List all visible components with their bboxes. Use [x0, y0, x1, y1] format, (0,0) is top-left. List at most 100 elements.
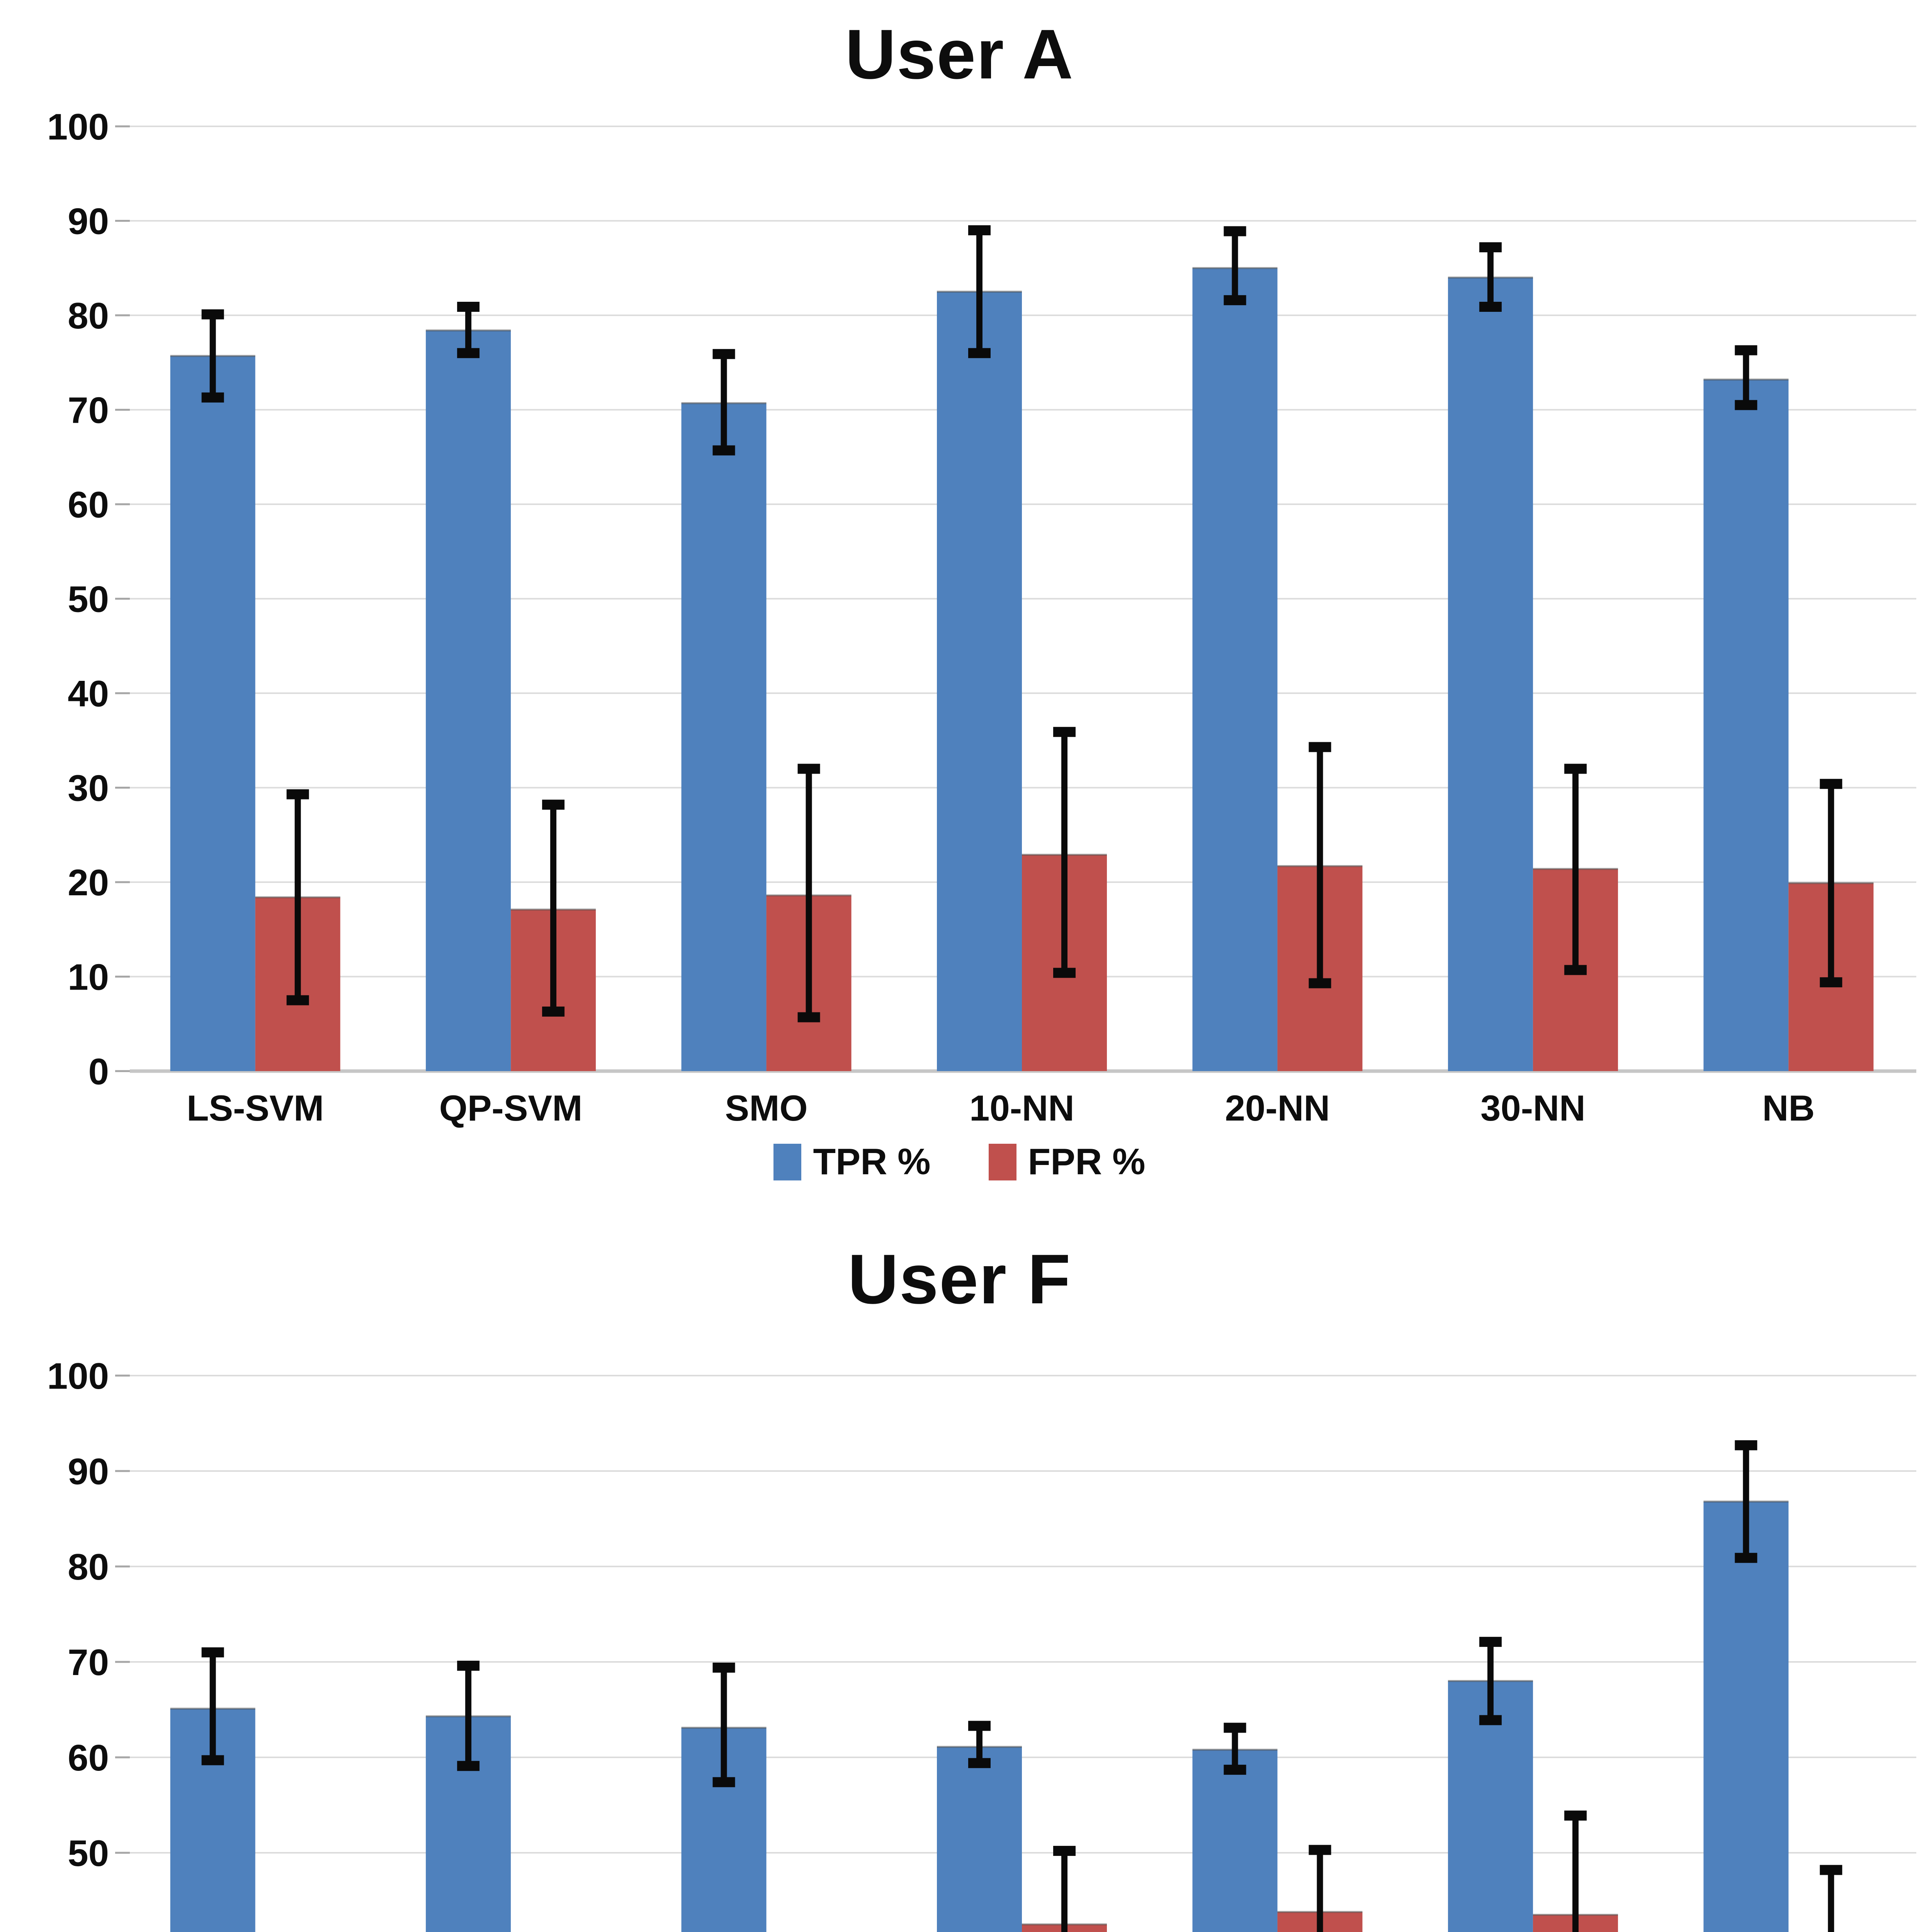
category-label-LS-SVM: LS-SVM	[187, 1088, 324, 1128]
error-bar-cap	[1479, 1715, 1502, 1725]
y-tick-label: 30	[68, 768, 109, 809]
error-bar-cap	[1479, 242, 1502, 252]
chart-title-user-f: User F	[848, 1240, 1071, 1318]
error-bar-cap	[1053, 727, 1076, 737]
category-label-30-NN: 30-NN	[1480, 1088, 1586, 1128]
category-label-QP-SVM: QP-SVM	[439, 1088, 583, 1128]
error-bar-cap	[712, 349, 735, 359]
bar-tpr-NB	[1703, 379, 1789, 1071]
y-tick-label: 10	[68, 957, 109, 998]
bars	[170, 267, 1874, 1071]
category-label-NB: NB	[1762, 1088, 1815, 1128]
chart-plot-user-a: 0 10 20 30 40 50 60 70 80 90 100 LS-SVM QP-SVM SMO 10-…	[47, 106, 1916, 1128]
error-bar-cap	[1735, 400, 1758, 410]
error-bar-cap	[201, 309, 224, 320]
error-bar-cap	[968, 225, 991, 235]
error-bar-cap	[1224, 1765, 1246, 1775]
error-bar-cap	[1735, 1440, 1758, 1451]
y-tick-label: 50	[68, 579, 109, 620]
error-bar-cap	[1735, 345, 1758, 355]
y-tick-label: 40	[68, 1928, 109, 1932]
error-bar-cap	[457, 1761, 480, 1771]
error-bar-cap	[1053, 1846, 1076, 1856]
error-bar-cap	[457, 1660, 480, 1671]
error-bar-cap	[1053, 968, 1076, 978]
y-tick-label: 60	[68, 1737, 109, 1779]
error-bar-cap	[1309, 978, 1331, 988]
legend-user-a: TPR % FPR %	[0, 1141, 1919, 1183]
error-bar-cap	[1479, 1637, 1502, 1647]
legend-label-tpr: TPR %	[813, 1141, 931, 1182]
error-bar-cap	[201, 1647, 224, 1658]
chart-title-user-a: User A	[845, 15, 1074, 94]
legend-item-fpr: FPR %	[988, 1141, 1146, 1183]
y-tick-label: 0	[88, 1051, 109, 1092]
legend-item-tpr: TPR %	[773, 1141, 931, 1183]
error-bar-cap	[1309, 742, 1331, 752]
legend-label-fpr: FPR %	[1028, 1141, 1146, 1182]
chart-plot-user-f: 0102030405060708090100LS-SVMQP-SVMSMO10-…	[47, 1355, 1916, 1932]
y-tick-label: 70	[68, 1642, 109, 1683]
error-bar-cap	[712, 1662, 735, 1673]
y-tick-label: 90	[68, 201, 109, 242]
bar-tpr-20-NN	[1192, 1750, 1278, 1932]
bar-tpr-10-NN	[937, 291, 1022, 1071]
error-bar-cap	[1820, 779, 1843, 789]
error-bar-cap	[201, 1755, 224, 1765]
error-bar-cap	[712, 445, 735, 456]
y-tick-label: 70	[68, 390, 109, 431]
error-bar-cap	[457, 348, 480, 358]
error-bar-cap	[1224, 295, 1246, 305]
error-bar-cap	[1735, 1553, 1758, 1563]
bar-tpr-10-NN	[937, 1747, 1022, 1932]
category-label-10-NN: 10-NN	[969, 1088, 1074, 1128]
category-label-SMO: SMO	[725, 1088, 808, 1128]
error-bar-cap	[968, 1721, 991, 1731]
y-tick-label: 80	[68, 1546, 109, 1588]
error-bar-cap	[1309, 1845, 1331, 1855]
error-bar-cap	[968, 1758, 991, 1768]
error-bar-cap	[1820, 1865, 1843, 1875]
error-bars	[201, 1440, 1843, 1932]
error-bar-cap	[797, 1012, 820, 1022]
category-label-20-NN: 20-NN	[1225, 1088, 1330, 1128]
error-bar-cap	[1479, 301, 1502, 312]
error-bar-cap	[457, 301, 480, 312]
bar-tpr-SMO	[681, 403, 767, 1071]
y-axis-tick-labels: 0 10 20 30 40 50 60 70 80 90 100	[47, 106, 109, 1092]
error-bar-cap	[201, 392, 224, 403]
chart-user-a: User A 0 10 20 30 40 50 60 70 80 90 100 LS-SVM QP-SV…	[0, 15, 1919, 1183]
error-bar-cap	[1564, 1810, 1587, 1821]
y-tick-label: 50	[68, 1833, 109, 1874]
bar-tpr-20-NN	[1192, 268, 1278, 1071]
y-tick-label: 80	[68, 295, 109, 337]
error-bar-cap	[1564, 764, 1587, 774]
y-tick-label: 60	[68, 484, 109, 526]
chart-user-f: User F 0102030405060708090100LS-SVMQP-SV…	[0, 1217, 1919, 1932]
y-tick-label: 90	[68, 1451, 109, 1492]
error-bar-cap	[542, 1006, 565, 1017]
error-bar-cap	[712, 1777, 735, 1787]
y-tick-label: 100	[47, 1355, 109, 1397]
error-bar-cap	[286, 995, 309, 1005]
error-bars	[201, 225, 1843, 1022]
error-bar-cap	[1224, 1723, 1246, 1733]
fpr-swatch-icon	[988, 1143, 1016, 1180]
y-tick-label: 40	[68, 673, 109, 714]
error-bar-cap	[286, 789, 309, 799]
y-tick-label: 100	[47, 106, 109, 148]
error-bar-cap	[1820, 977, 1843, 988]
error-bar-cap	[968, 348, 991, 358]
error-bar-cap	[1564, 965, 1587, 975]
bar-tpr-LS-SVM	[170, 356, 255, 1071]
error-bar-cap	[1224, 226, 1246, 236]
error-bar-cap	[797, 764, 820, 774]
bar-tpr-NB	[1703, 1502, 1789, 1932]
tpr-swatch-icon	[773, 1143, 802, 1180]
y-tick-label: 20	[68, 862, 109, 903]
error-bar-cap	[542, 799, 565, 810]
x-axis-category-labels: LS-SVM QP-SVM SMO 10-NN 20-NN 30-NN NB	[187, 1088, 1815, 1128]
bar-tpr-30-NN	[1448, 277, 1533, 1071]
